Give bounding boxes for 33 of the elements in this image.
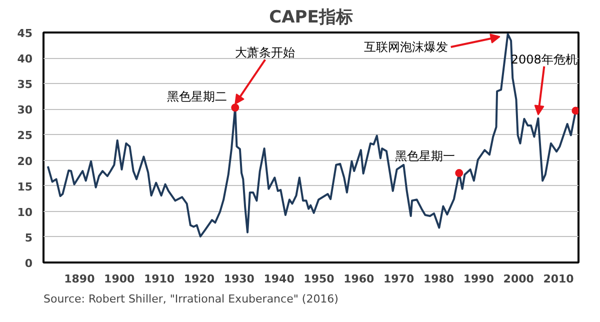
source-note: Source: Robert Shiller, "Irrational Exuberance" (2016)	[44, 292, 338, 306]
x-tick-label: 1900	[104, 272, 136, 286]
annotation: 互联网泡沫爆发	[364, 40, 448, 54]
line-series	[46, 33, 577, 238]
x-tick-label: 1990	[463, 272, 494, 286]
y-tick-label: 5	[24, 231, 32, 244]
x-tick-label: 1940	[264, 272, 295, 286]
y-tick-label: 0	[24, 257, 33, 270]
x-tick-label: 1910	[144, 272, 175, 286]
y-tick-label: 40	[17, 52, 33, 66]
x-tick-label: 1890	[64, 272, 96, 286]
x-tick-label: 2000	[503, 272, 534, 286]
x-tick-label: 1950	[304, 272, 335, 286]
y-tick-label: 15	[17, 180, 33, 194]
y-tick-label: 35	[17, 78, 33, 92]
y-tick-label: 45	[17, 27, 33, 40]
annotation: 大萧条开始	[235, 46, 296, 60]
x-tick-label: 1920	[184, 272, 215, 286]
point	[572, 106, 578, 115]
y-tick-label: 30	[17, 104, 33, 117]
chart-title: CAPE指标	[269, 8, 353, 28]
y-tick-label: 25	[17, 129, 33, 142]
y-tick-label: 10	[17, 206, 33, 219]
x-tick-label: 1980	[423, 272, 454, 286]
point	[455, 169, 464, 178]
annotation: 黑色星期一	[395, 149, 456, 164]
x-tick-label: 2010	[543, 272, 574, 286]
y-tick-label: 20	[17, 154, 33, 168]
x-tick-label: 1960	[344, 272, 375, 286]
x-tick-label: 1970	[384, 272, 414, 286]
annotation: 黑色星期二	[167, 90, 228, 104]
point	[231, 104, 240, 112]
x-tick-label: 1930	[224, 272, 255, 286]
